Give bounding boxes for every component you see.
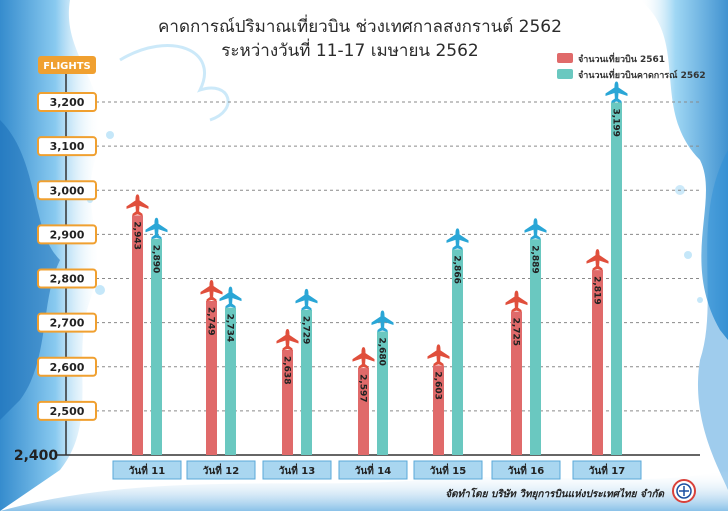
day-label-box <box>262 460 332 480</box>
y-tick-box <box>37 312 97 333</box>
bar-2562 <box>452 249 463 455</box>
plane-icon <box>524 218 547 240</box>
y-tick-label: 2,600 <box>50 361 85 374</box>
bar-value-label: 2,943 <box>132 221 142 249</box>
bar-value-label: 2,734 <box>225 314 235 342</box>
day-label-box <box>112 460 182 480</box>
y-tick-box <box>37 268 97 289</box>
plane-icon <box>200 280 223 302</box>
bar-2562 <box>151 238 162 455</box>
y-tick-label: 2,900 <box>50 228 85 241</box>
bar-value-label: 2,597 <box>358 374 368 402</box>
plane-icon <box>126 194 149 216</box>
y-axis-title: FLIGHTS <box>43 61 91 72</box>
plane-icon <box>371 310 394 332</box>
legend-label-2561: จำนวนเที่ยวบิน 2561 <box>578 52 665 65</box>
bar-value-label: 2,889 <box>530 245 540 273</box>
bar-2561 <box>358 368 369 455</box>
bar-2561 <box>206 301 217 455</box>
y-tick-box <box>37 180 97 201</box>
bars-layer: 2,943 2,890 2,749 2,734 2,638 2,729 2,597 2,680… <box>126 81 628 455</box>
bar-2561 <box>132 215 143 455</box>
day-label-box <box>186 460 256 480</box>
chart-title: คาดการณ์ปริมาณเที่ยวบิน ช่วงเทศกาลสงกราน… <box>158 14 562 37</box>
plane-icon <box>145 217 168 240</box>
bar-value-label: 3,199 <box>611 108 621 136</box>
x-tick-label: วันที่ 14 <box>355 463 391 477</box>
plane-icon <box>276 328 299 351</box>
bar-value-label: 2,890 <box>151 245 161 273</box>
bar-2561 <box>592 270 603 455</box>
y-tick-label: 2,500 <box>50 405 85 418</box>
bar-2562 <box>611 102 622 455</box>
plane-icon <box>505 290 528 313</box>
bar-2562 <box>530 239 541 455</box>
bar-2561 <box>282 349 293 455</box>
x-tick-label: วันที่ 13 <box>279 463 315 477</box>
plane-icon <box>427 344 450 366</box>
y-tick-label: 3,000 <box>50 184 85 197</box>
bar-2562 <box>377 331 388 455</box>
y-tick-label: 3,200 <box>50 96 85 109</box>
x-axis: วันที่ 11 วันที่ 12 วันที่ 13 วันที่ 14 วันท… <box>112 460 642 480</box>
y-tick-box <box>37 136 97 157</box>
day-label-box <box>338 460 408 480</box>
bar-value-label: 2,680 <box>377 337 387 365</box>
bar-2562 <box>225 307 236 455</box>
legend: จำนวนเที่ยวบิน 2561 จำนวนเที่ยวบินคาดการ… <box>557 52 706 81</box>
bar-2562 <box>301 309 312 455</box>
y-tick-label: 3,100 <box>50 140 85 153</box>
y-tick-label: 2,800 <box>50 273 85 286</box>
bar-2561 <box>511 311 522 455</box>
bar-value-label: 2,749 <box>206 307 216 335</box>
y-tick-box <box>37 400 97 421</box>
plane-icon <box>446 228 469 250</box>
x-tick-label: วันที่ 15 <box>430 463 466 477</box>
day-label-box <box>572 460 642 480</box>
x-tick-label: วันที่ 17 <box>589 463 625 477</box>
credit-text: จัดทำโดย บริษัท วิทยุการบินแห่งประเทศไทย… <box>445 487 665 500</box>
x-tick-label: วันที่ 16 <box>508 463 544 477</box>
y-tick-box <box>37 224 97 245</box>
bar-value-label: 2,729 <box>301 316 311 344</box>
y-tick-label: 2,700 <box>50 317 85 330</box>
bar-value-label: 2,603 <box>433 371 443 399</box>
y-tick-box <box>37 92 97 112</box>
plane-icon <box>605 81 628 103</box>
legend-swatch-2561 <box>557 53 573 63</box>
day-label-box <box>413 460 483 480</box>
x-tick-label: วันที่ 12 <box>203 463 239 477</box>
plane-icon <box>352 347 375 369</box>
bar-2561 <box>433 365 444 455</box>
legend-swatch-2562 <box>557 69 573 79</box>
day-label-box <box>491 460 561 480</box>
plane-icon <box>586 249 609 271</box>
plane-icon <box>295 288 318 311</box>
plane-icon <box>219 286 242 309</box>
chart-subtitle: ระหว่างวันที่ 11-17 เมษายน 2562 <box>221 38 478 61</box>
bar-value-label: 2,819 <box>592 276 602 304</box>
y-tick-box <box>37 356 97 377</box>
y-origin-label: 2,400 <box>14 448 59 464</box>
aerothai-logo <box>672 479 696 503</box>
legend-label-2562: จำนวนเที่ยวบินคาดการณ์ 2562 <box>578 68 706 81</box>
bar-value-label: 2,638 <box>282 356 292 384</box>
gridlines <box>96 101 700 412</box>
bar-value-label: 2,725 <box>511 318 521 346</box>
x-tick-label: วันที่ 11 <box>129 463 165 477</box>
y-axis-header-box <box>38 56 96 74</box>
bar-value-label: 2,866 <box>452 255 462 283</box>
